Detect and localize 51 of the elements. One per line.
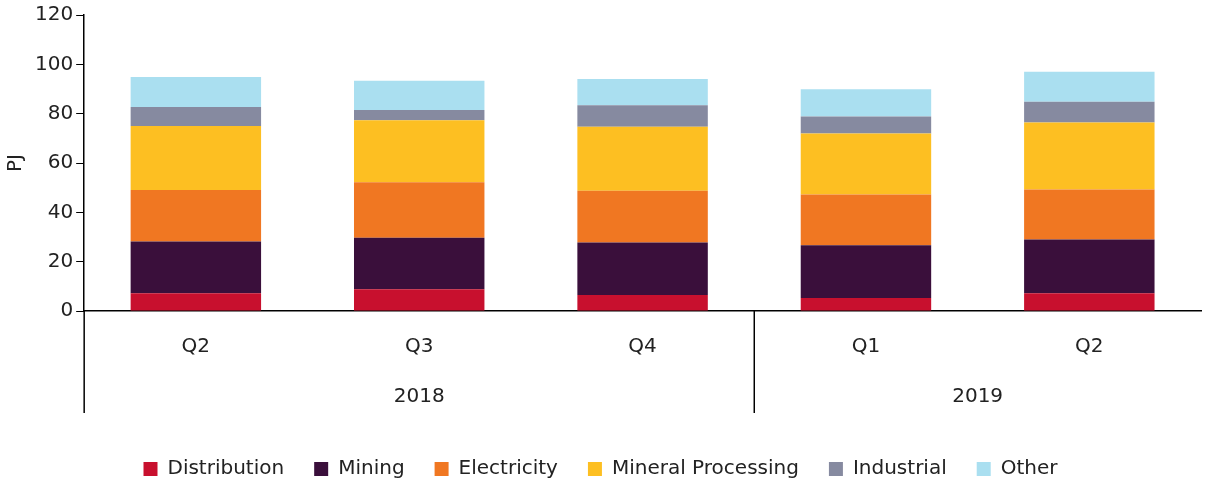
legend-label: Mineral Processing — [611, 455, 799, 480]
y-tick-label: 20 — [47, 247, 74, 272]
bar — [354, 80, 485, 110]
legend-label: Electricity — [458, 455, 559, 480]
x-tick-label: Q1 — [851, 333, 881, 358]
bar — [800, 245, 932, 298]
legend-label: Mining — [338, 455, 405, 480]
x-tick-label: Q2 — [181, 333, 211, 358]
bar — [130, 76, 262, 108]
legend-label: Other — [1000, 455, 1059, 480]
bar — [800, 116, 932, 134]
y-axis-title: PJ — [2, 154, 27, 172]
bar — [1024, 122, 1155, 190]
bar — [577, 294, 708, 311]
bar — [354, 120, 485, 183]
y-tick-label: 80 — [47, 99, 74, 124]
y-tick-label: 0 — [60, 297, 74, 322]
y-tick-label: 100 — [34, 50, 74, 75]
bar — [577, 126, 708, 191]
bar — [354, 109, 485, 121]
y-tick-label: 120 — [34, 1, 74, 26]
bar — [1024, 189, 1155, 240]
bar — [1024, 239, 1155, 294]
x-tick-label: Q4 — [628, 333, 657, 358]
bar — [1024, 293, 1155, 311]
text: 2018 — [393, 383, 445, 408]
y-tick-label: 40 — [47, 198, 74, 223]
y-tick-label: 60 — [47, 149, 74, 174]
bar — [130, 293, 262, 311]
bar — [130, 189, 262, 242]
bar — [130, 126, 262, 190]
bar — [577, 190, 708, 243]
x-tick-label: Q2 — [1075, 333, 1104, 358]
bar — [354, 289, 485, 311]
bar — [800, 194, 932, 246]
bar — [1024, 71, 1155, 102]
bar — [130, 241, 262, 294]
legend-label: Industrial — [852, 455, 947, 480]
bar — [800, 297, 932, 311]
text: 2019 — [952, 383, 1004, 408]
bar — [577, 78, 708, 106]
bar — [577, 105, 708, 127]
bar — [354, 182, 485, 238]
bar — [800, 89, 932, 117]
bar — [354, 237, 485, 290]
legend-label: Distribution — [167, 455, 285, 480]
bar — [1024, 101, 1155, 123]
bar — [800, 133, 932, 195]
x-tick-label: Q3 — [404, 333, 434, 358]
bar — [577, 242, 708, 295]
bar — [130, 107, 262, 126]
